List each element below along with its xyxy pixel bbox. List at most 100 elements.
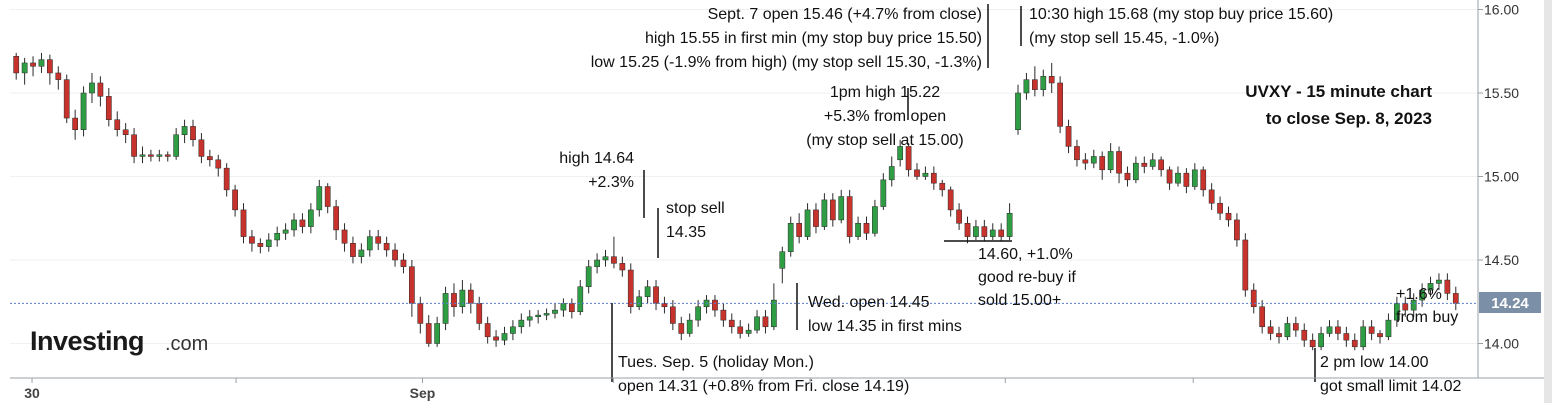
candle <box>1065 119 1072 154</box>
candle <box>139 146 146 164</box>
candle-body <box>678 323 685 334</box>
candle-body <box>737 326 744 334</box>
candle <box>712 295 718 317</box>
candle-body <box>1309 339 1316 348</box>
candle <box>1023 72 1030 100</box>
candle-body <box>1015 92 1021 130</box>
candle-body <box>1242 239 1249 291</box>
candle-body <box>1090 156 1097 164</box>
candle <box>417 296 424 334</box>
candle-body <box>653 286 659 304</box>
annotation-text-line: open 14.31 (+0.8% from Fri. close 14.19) <box>618 378 909 395</box>
candle-body <box>998 229 1005 237</box>
candle-body <box>914 169 920 177</box>
annotation-text-line: 2 pm low 14.00 <box>1320 354 1429 371</box>
candle-body <box>585 266 592 287</box>
candle-body <box>274 233 281 241</box>
candle-body <box>122 129 129 136</box>
annotation-pointer-lines <box>611 4 1316 382</box>
candle-body <box>1385 319 1392 338</box>
candle-body <box>1082 159 1089 164</box>
candle-body <box>535 314 542 318</box>
candle <box>872 199 878 237</box>
right-scrollbar[interactable] <box>1544 0 1552 403</box>
candle-body <box>223 167 230 191</box>
candle <box>745 323 752 337</box>
candle <box>922 166 929 180</box>
candle <box>1410 293 1417 317</box>
candle <box>223 163 230 197</box>
candle <box>602 249 609 267</box>
candle <box>956 203 962 230</box>
candle-body <box>526 316 533 321</box>
candle <box>855 216 861 240</box>
gridlines <box>10 9 1478 344</box>
candle-body <box>1149 159 1156 167</box>
candle <box>164 151 171 162</box>
candle <box>1427 276 1434 297</box>
candle <box>787 216 794 257</box>
candle-body <box>1335 326 1341 334</box>
candle-body <box>577 286 584 313</box>
candle-body <box>1301 329 1308 341</box>
investing-logo: Investing .com <box>30 326 208 356</box>
candle <box>1099 151 1106 180</box>
candle <box>105 87 112 127</box>
annotation-text-line: Sept. 7 open 15.46 (+4.7% from close) <box>708 6 982 23</box>
candle <box>1040 69 1047 97</box>
candle-body <box>905 146 912 171</box>
candle-body <box>1284 323 1291 338</box>
candle <box>880 173 887 210</box>
candle-body <box>888 166 895 181</box>
candle-body <box>964 223 971 237</box>
candle <box>1267 320 1274 341</box>
candle-body <box>1292 323 1299 331</box>
candle <box>341 223 348 252</box>
candle-body <box>1326 326 1333 334</box>
candle-body <box>198 139 205 157</box>
annotation-text-line: from buy <box>1396 309 1458 326</box>
candle <box>846 189 853 244</box>
candle-body <box>813 209 819 227</box>
candle-body <box>425 323 432 344</box>
candle <box>838 189 845 224</box>
candle-body <box>139 154 146 157</box>
candle <box>282 223 289 240</box>
candle-body <box>476 303 483 324</box>
candle <box>1419 283 1425 307</box>
candle-body <box>695 306 701 321</box>
candle <box>989 223 996 240</box>
candle <box>265 233 272 252</box>
candle <box>1351 333 1358 351</box>
candle-body <box>661 303 668 308</box>
candle <box>13 52 20 80</box>
candle-body <box>215 159 222 169</box>
candle <box>1309 333 1316 351</box>
candle <box>1006 203 1013 240</box>
candle-body <box>1183 172 1190 187</box>
candle-body <box>1276 333 1282 338</box>
candle-body <box>366 236 373 251</box>
candle <box>653 280 659 311</box>
candle <box>804 203 811 240</box>
annotation-text-line: high 14.64 <box>559 150 634 167</box>
candle-body <box>232 189 238 211</box>
candle <box>1318 326 1324 351</box>
candle-body <box>1436 279 1442 284</box>
candle-body <box>299 219 306 227</box>
candle-body <box>594 259 600 267</box>
candle <box>1385 313 1392 341</box>
candle <box>198 133 205 164</box>
candle-body <box>333 206 339 231</box>
candle-body <box>1158 159 1164 171</box>
candle <box>324 183 331 214</box>
candle <box>1141 156 1148 174</box>
candle-body <box>383 243 390 251</box>
candle <box>1057 76 1063 134</box>
candle-body <box>771 299 777 328</box>
annotation: Wed. open 14.45 low 14.35 in first mins <box>808 294 962 335</box>
chart-title-line-2: to close Sep. 8, 2023 <box>1266 109 1432 128</box>
candle-body <box>1107 151 1114 171</box>
candle-body <box>1259 306 1266 328</box>
